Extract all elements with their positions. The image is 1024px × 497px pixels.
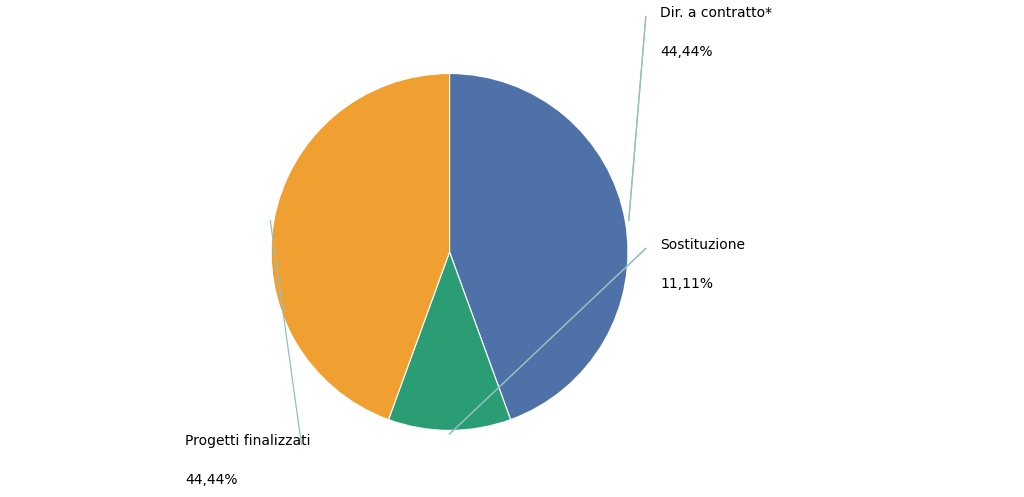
Text: 11,11%: 11,11% — [660, 277, 713, 291]
Wedge shape — [271, 74, 450, 419]
Text: Sostituzione: Sostituzione — [660, 238, 745, 252]
Text: Dir. a contratto*: Dir. a contratto* — [660, 6, 772, 20]
Wedge shape — [450, 74, 628, 419]
Text: Progetti finalizzati: Progetti finalizzati — [185, 434, 311, 448]
Wedge shape — [388, 252, 511, 430]
Text: 44,44%: 44,44% — [185, 473, 238, 487]
Text: 44,44%: 44,44% — [660, 45, 713, 59]
